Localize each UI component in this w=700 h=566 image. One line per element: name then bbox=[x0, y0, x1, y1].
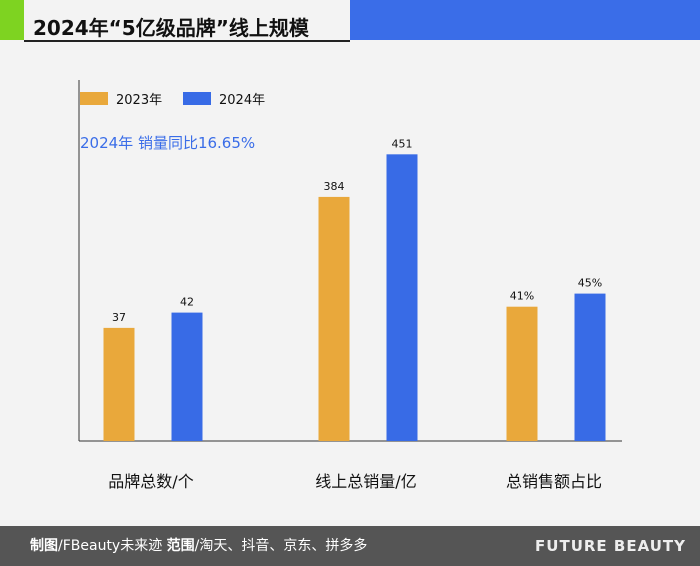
data-label-2023-2: 41% bbox=[510, 290, 534, 303]
footer-maker-label: 制图 bbox=[30, 538, 58, 554]
bar-2023-2 bbox=[506, 306, 538, 441]
legend-label-2023: 2023年 bbox=[116, 93, 163, 108]
data-label-2024-2: 45% bbox=[578, 277, 602, 290]
legend-swatch-2024 bbox=[183, 92, 211, 105]
bar-2024-0 bbox=[171, 312, 203, 441]
footer-scope-value: /淘天、抖音、京东、拼多多 bbox=[194, 538, 368, 554]
footer-credits: 制图/FBeauty未来迹 范围/淘天、抖音、京东、拼多多 bbox=[30, 526, 367, 566]
data-label-2024-0: 42 bbox=[180, 296, 194, 309]
data-label-2024-1: 451 bbox=[392, 137, 413, 150]
footer-maker-value: /FBeauty未来迹 bbox=[58, 538, 167, 554]
legend-swatch-2023 bbox=[80, 92, 108, 105]
title-underline bbox=[24, 40, 350, 42]
legend-label-2024: 2024年 bbox=[219, 93, 266, 108]
footer-bar: 制图/FBeauty未来迹 范围/淘天、抖音、京东、拼多多 FUTURE BEA… bbox=[0, 526, 700, 566]
x-tick-label-2: 总销售额占比 bbox=[506, 472, 602, 491]
header-accent-tab bbox=[0, 0, 24, 40]
data-label-2023-0: 37 bbox=[112, 311, 126, 324]
legend-item-2023: 2023年 bbox=[80, 89, 162, 108]
legend-item-2024: 2024年 bbox=[183, 89, 265, 108]
bar-2024-1 bbox=[386, 154, 418, 441]
chart-annotation: 2024年 销量同比16.65% bbox=[80, 134, 256, 152]
x-tick-label-1: 线上总销量/亿 bbox=[315, 472, 416, 491]
data-label-2023-1: 384 bbox=[324, 180, 345, 193]
bar-2023-1 bbox=[318, 196, 350, 441]
bar-2023-0 bbox=[103, 327, 135, 441]
bar-2024-2 bbox=[574, 293, 606, 441]
header-accent-bar bbox=[350, 0, 700, 40]
footer-scope-label: 范围 bbox=[166, 538, 195, 554]
page-title: 2024年“5亿级品牌”线上规模 bbox=[33, 16, 309, 40]
footer-brand: FUTURE BEAUTY bbox=[535, 537, 686, 555]
x-tick-label-0: 品牌总数/个 bbox=[108, 472, 193, 491]
